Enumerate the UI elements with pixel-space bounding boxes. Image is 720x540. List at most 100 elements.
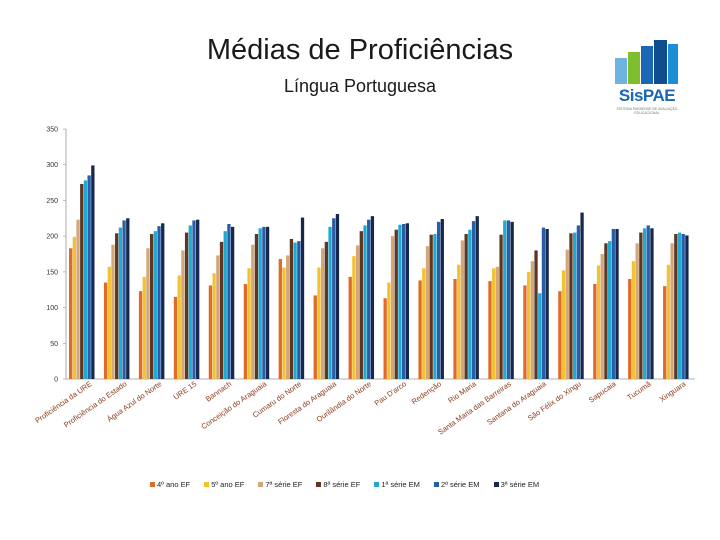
x-category-label: Rio Maria	[446, 379, 478, 405]
bar	[80, 184, 84, 379]
x-category-label: Proficiência do Estado	[62, 379, 128, 429]
bar	[247, 268, 251, 379]
bar	[192, 220, 196, 379]
bar	[324, 241, 329, 379]
bar	[457, 264, 461, 379]
bar	[258, 228, 262, 379]
bar	[352, 256, 356, 379]
bar-chart: 0 50 100 150 200 250 300 350 Proficiência da URE…	[33, 127, 695, 437]
bar	[433, 234, 437, 379]
legend-label: 2ª série EM	[440, 479, 480, 489]
bar	[184, 232, 189, 379]
logo-subtext: SISTEMA PARAENSE DE AVALIAÇÃO EDUCACIONA…	[616, 107, 678, 115]
bar	[663, 286, 667, 379]
bar	[107, 266, 111, 379]
y-tick-label: 50	[50, 341, 58, 348]
bar	[313, 295, 317, 379]
legend-label: 1ª série EM	[381, 479, 420, 489]
bar	[83, 180, 88, 379]
bar	[576, 225, 581, 379]
bar	[188, 225, 192, 379]
bar	[87, 175, 91, 379]
bar	[227, 224, 231, 379]
bar	[681, 234, 685, 379]
bar	[254, 234, 259, 379]
bar	[72, 236, 76, 379]
y-tick-label: 300	[46, 162, 58, 169]
bar	[573, 232, 577, 379]
x-category-label: Tucumã	[625, 379, 653, 402]
page-title: Médias de Proficiências	[206, 34, 514, 66]
bar	[328, 226, 332, 379]
bar	[674, 234, 678, 379]
bar	[670, 243, 674, 379]
bar	[181, 250, 185, 379]
y-tick-label: 0	[54, 377, 58, 384]
bar	[335, 214, 340, 379]
legend-item: 5º ano EF	[204, 480, 244, 489]
bar	[289, 239, 294, 379]
bar	[650, 228, 654, 379]
legend-swatch	[204, 481, 210, 487]
bar	[499, 234, 503, 379]
bar	[615, 229, 619, 379]
bar	[196, 219, 200, 379]
y-tick-label: 200	[46, 234, 58, 241]
bar	[464, 234, 468, 379]
bar	[286, 255, 290, 379]
y-tick-label: 250	[46, 198, 58, 205]
bar	[149, 234, 154, 379]
bar	[685, 235, 689, 379]
bar	[359, 231, 363, 379]
bar	[475, 216, 479, 379]
bar	[383, 298, 387, 379]
bar	[111, 244, 115, 379]
bar	[262, 226, 266, 379]
bar	[265, 226, 270, 379]
x-category-label: Bannach	[204, 379, 233, 403]
y-tick-label: 350	[46, 127, 58, 134]
x-category-label: Santana do Araguaia	[485, 379, 548, 427]
bar	[558, 291, 562, 379]
legend-swatch	[433, 481, 439, 487]
bar	[418, 280, 422, 379]
bar	[538, 293, 542, 379]
bar	[523, 285, 527, 379]
bar	[646, 225, 650, 379]
bar	[580, 212, 584, 379]
legend-swatch	[150, 481, 155, 487]
bar	[506, 220, 511, 379]
bar	[103, 282, 108, 379]
bar	[76, 219, 80, 379]
bar	[600, 254, 604, 379]
bar	[390, 236, 395, 379]
sispae-logo-icon	[605, 40, 687, 120]
x-category-label: Floresta do Araguaia	[276, 379, 339, 427]
bar	[569, 233, 573, 379]
bar	[495, 266, 500, 379]
bar	[122, 220, 126, 379]
bar	[138, 291, 143, 379]
bar	[173, 296, 178, 379]
bar	[367, 219, 371, 379]
y-tick-label: 150	[46, 269, 58, 276]
bar	[146, 248, 150, 379]
bar	[161, 223, 165, 379]
bar	[223, 231, 227, 379]
bar	[425, 246, 430, 379]
x-category-label: Proficiência da URE	[33, 379, 93, 425]
bar	[363, 225, 367, 379]
bar	[387, 282, 391, 379]
bar	[526, 271, 531, 379]
bar	[115, 233, 119, 379]
legend-label: 3ª série EM	[500, 479, 540, 489]
bar	[642, 228, 647, 379]
legend-swatch	[374, 481, 380, 487]
page-subtitle: Língua Portuguesa	[283, 76, 437, 96]
legend-swatch	[493, 481, 499, 487]
bar	[488, 281, 492, 379]
x-category-label: Sapucaia	[587, 379, 618, 405]
bar	[422, 268, 426, 379]
y-tick-label: 100	[46, 305, 58, 312]
bar	[530, 261, 534, 379]
